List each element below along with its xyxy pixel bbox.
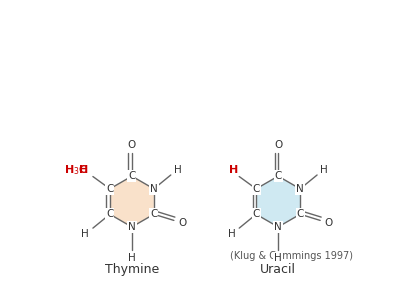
Text: (Klug & Cummings 1997): (Klug & Cummings 1997): [230, 251, 353, 261]
Text: N: N: [150, 184, 158, 194]
Text: N: N: [128, 222, 136, 232]
Text: C: C: [150, 209, 158, 219]
Text: H$_3$C: H$_3$C: [64, 164, 88, 177]
Text: H: H: [320, 165, 328, 175]
Text: H: H: [228, 229, 235, 239]
Polygon shape: [256, 176, 300, 227]
Text: H: H: [128, 253, 136, 263]
Polygon shape: [110, 176, 154, 227]
Text: N: N: [296, 184, 304, 194]
Text: Uracil: Uracil: [260, 263, 296, 276]
Text: C: C: [106, 184, 114, 194]
Text: H: H: [229, 165, 238, 176]
Text: C: C: [252, 209, 260, 219]
Text: C: C: [128, 171, 136, 181]
Text: O: O: [178, 218, 186, 228]
Text: C: C: [106, 209, 114, 219]
Text: N: N: [274, 222, 282, 232]
Text: C: C: [274, 171, 282, 181]
Text: H: H: [81, 229, 89, 239]
Text: H: H: [79, 165, 88, 176]
Text: O: O: [128, 140, 136, 150]
Text: H: H: [174, 165, 182, 175]
Text: C: C: [252, 184, 260, 194]
Text: O: O: [274, 140, 282, 150]
Text: Thymine: Thymine: [105, 263, 159, 276]
Text: C: C: [296, 209, 304, 219]
Text: O: O: [324, 218, 333, 228]
Text: H: H: [274, 253, 282, 263]
